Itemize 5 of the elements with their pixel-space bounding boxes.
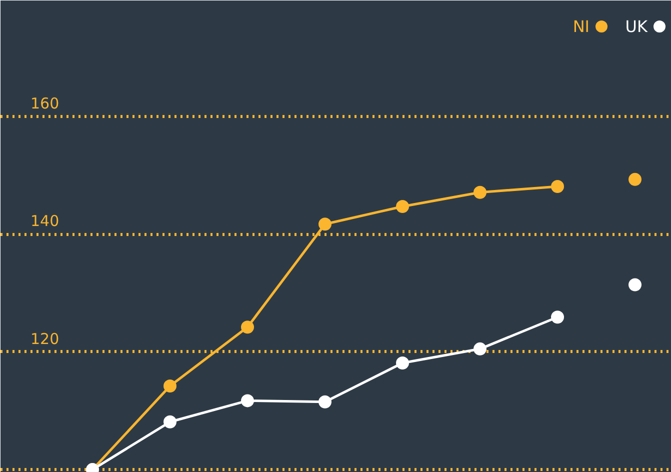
y-tick-label: 120 xyxy=(30,330,60,348)
y-tick-label: 160 xyxy=(30,94,60,112)
y-tick-label: 140 xyxy=(30,212,60,230)
legend-label: UK xyxy=(625,17,648,36)
legend-label: NI xyxy=(572,17,590,36)
